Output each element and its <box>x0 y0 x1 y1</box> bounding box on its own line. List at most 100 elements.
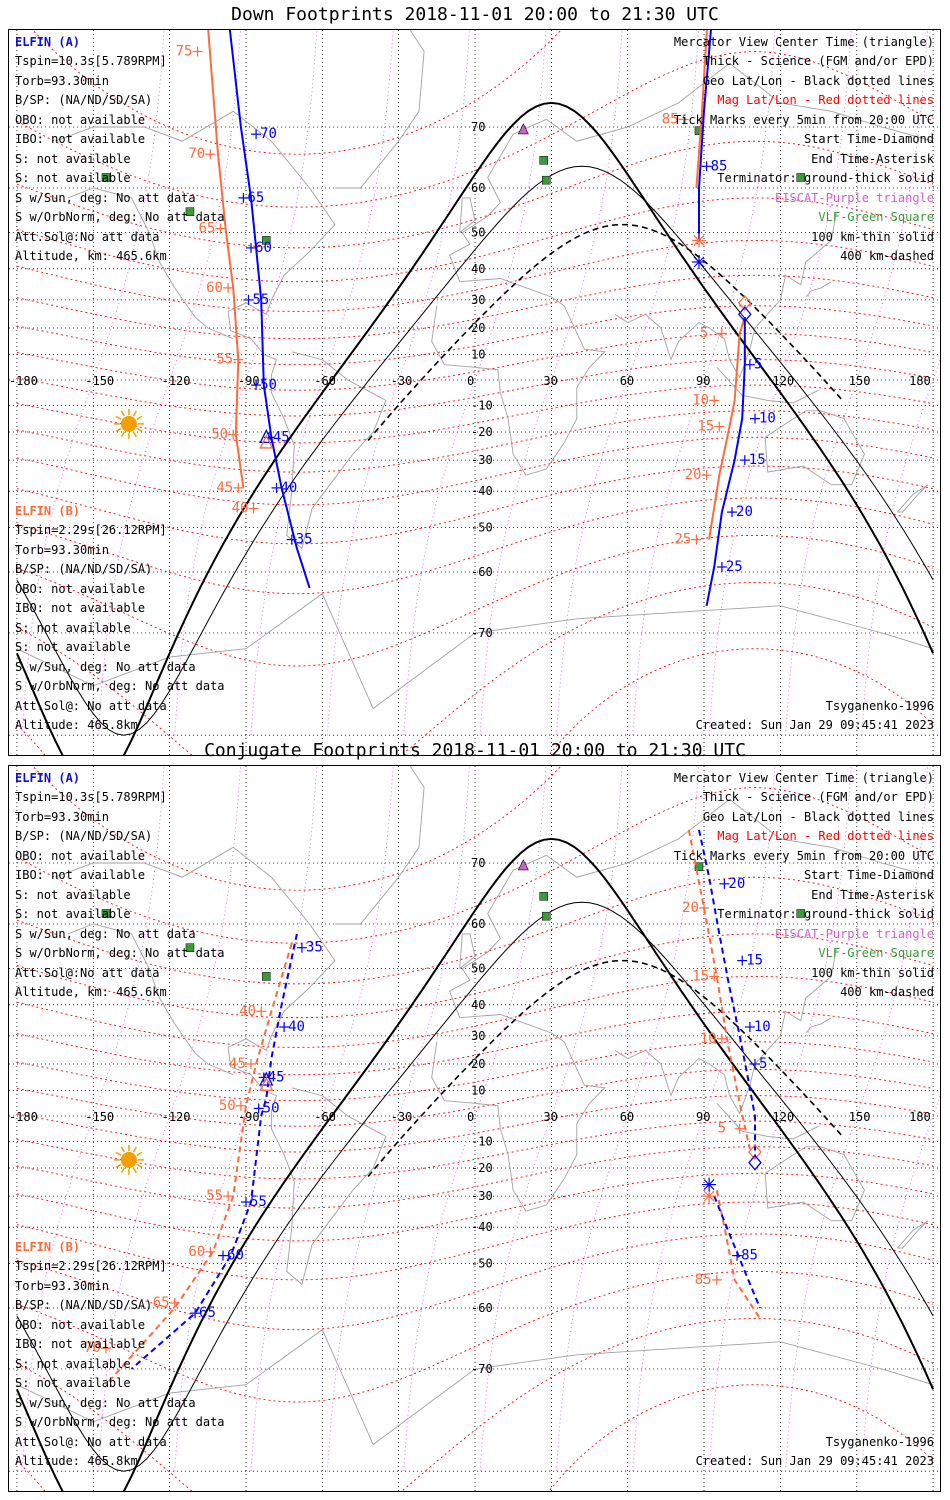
elfin-b-info-2: Torb=93.30min <box>15 1279 109 1293</box>
legend-item-2: Thick - Science (FGM and/or EPD) <box>702 54 934 68</box>
elfin-a-time-label: 85 <box>711 158 728 174</box>
elfin-b-time-label: 85 <box>662 111 679 127</box>
elfin-a-info-7: S: not available <box>15 907 131 921</box>
elfin-a-time-label: 10 <box>759 411 776 427</box>
end-asterisk-icon <box>703 1190 715 1202</box>
elfin-a-time-label: 50 <box>260 377 277 393</box>
elfin-a-time-label: 55 <box>250 1194 267 1210</box>
terminator-100km <box>16 165 934 736</box>
legend-item-5: Tick Marks every 5min from 20:00 UTC <box>673 849 934 863</box>
elfin-b-track <box>695 30 708 189</box>
elfin-b-info-6: S: not available <box>15 621 131 635</box>
lat-tick-label: 50 <box>471 962 485 976</box>
lat-tick-label: -70 <box>471 1362 493 1376</box>
coastline <box>614 211 837 379</box>
terminator-400km <box>367 959 843 1178</box>
lat-tick-label: 30 <box>471 293 485 307</box>
elfin-b-title: ELFIN (B) <box>15 1240 81 1254</box>
elfin-a-info-5: IBO: not available <box>15 868 146 882</box>
elfin-a-title: ELFIN (A) <box>15 35 81 49</box>
lon-tick-label: 30 <box>543 1110 557 1124</box>
mag-parallel <box>16 410 934 473</box>
terminator-100km <box>16 901 934 1472</box>
lat-tick-label: 10 <box>471 1083 485 1097</box>
vlf-square-icon <box>542 175 551 185</box>
mag-parallel <box>16 1120 934 1180</box>
elfin-b-time-label: 15 <box>692 968 709 984</box>
elfin-a-info-6: S: not available <box>15 888 131 902</box>
sun-ray <box>115 1151 122 1157</box>
vlf-square-icon <box>796 909 806 918</box>
elfin-b-info-4: OBO: not available <box>15 1318 146 1332</box>
legend-item-6: Start Time-Diamond <box>803 868 934 882</box>
panel-title-down: Down Footprints 2018-11-01 20:00 to 21:3… <box>231 4 719 25</box>
elfin-b-info-4: OBO: not available <box>15 582 146 596</box>
vlf-square-icon <box>101 173 111 182</box>
elfin-b-time-label: 65 <box>199 221 216 237</box>
elfin-b-time-label: 50 <box>211 427 228 443</box>
elfin-b-time-label: 45 <box>229 1056 246 1072</box>
lat-tick-label: -40 <box>471 1220 493 1234</box>
mag-parallel <box>16 1010 934 1076</box>
elfin-b-time-label: 75 <box>176 44 193 60</box>
center-time-triangle-icon <box>259 428 274 444</box>
lon-tick-label: -180 <box>9 374 38 388</box>
elfin-b-info-9: S w/OrbNorm, deg: No att data <box>15 1415 225 1429</box>
lon-tick-label: -180 <box>9 1110 38 1124</box>
elfin-a-time-label: 55 <box>252 292 269 308</box>
mag-parallel <box>31 30 562 155</box>
elfin-b-info-1: Tspin=2.29s[26.12RPM] <box>15 523 167 537</box>
coastline <box>716 366 819 404</box>
elfin-a-info-9: S w/OrbNorm, deg: No att data <box>15 210 225 224</box>
model-label: Tsyganenko-1996 <box>825 1435 934 1449</box>
legend-item-10: VLF-Green Square <box>818 210 934 224</box>
legend-item-4: Mag Lat/Lon - Red dotted lines <box>717 829 934 843</box>
mag-meridian <box>403 766 547 1472</box>
elfin-b-info-8: S w/Sun, deg: No att data <box>15 660 196 674</box>
mag-parallel <box>16 1270 934 1403</box>
legend-item-12: 400 km-dashed <box>840 249 934 263</box>
elfin-a-info-3: B/SP: (NA/ND/SD/SA) <box>15 93 153 107</box>
legend-item-2: Thick - Science (FGM and/or EPD) <box>702 790 934 804</box>
elfin-a-info-8: S w/Sun, deg: No att data <box>15 191 196 205</box>
coastline <box>335 30 425 189</box>
sun-ray <box>136 427 143 433</box>
elfin-a-info-4: OBO: not available <box>15 113 146 127</box>
legend-item-11: 100 km-thin solid <box>811 230 934 244</box>
lon-tick-label: -60 <box>314 374 336 388</box>
elfin-a-info-2: Torb=93.30min <box>15 810 109 824</box>
elfin-a-info-1: Tspin=10.3s[5.789RPM] <box>15 790 167 804</box>
elfin-b-time-label: 60 <box>206 280 223 296</box>
elfin-a-time-label: 35 <box>306 940 323 956</box>
mag-meridian <box>479 766 623 1472</box>
coastline <box>67 187 234 340</box>
start-diamond-icon <box>737 306 752 323</box>
mag-parallel <box>16 787 934 944</box>
lat-tick-label: 60 <box>471 181 485 195</box>
mag-parallel <box>16 359 934 417</box>
lon-tick-label: 120 <box>772 1110 794 1124</box>
end-asterisk-icon <box>693 256 705 268</box>
lat-tick-label: -60 <box>471 565 493 579</box>
elfin-b-time-label: 40 <box>239 1003 256 1019</box>
elfin-a-time-label: 40 <box>280 480 297 496</box>
elfin-a-time-label: 25 <box>726 559 743 575</box>
coastline <box>16 593 934 710</box>
elfin-b-time-label: 85 <box>695 1272 712 1288</box>
sun-ray <box>115 1163 122 1169</box>
sun-ray <box>132 410 138 417</box>
lon-tick-label: -150 <box>85 374 114 388</box>
mag-meridian <box>479 30 623 736</box>
elfin-b-time-label: 45 <box>216 480 233 496</box>
vlf-square-icon <box>185 943 195 952</box>
elfin-b-time-label: 40 <box>232 501 249 517</box>
legend-item-10: VLF-Green Square <box>818 946 934 960</box>
eiscat-triangle-icon <box>517 859 529 871</box>
legend-item-5: Tick Marks every 5min from 20:00 UTC <box>673 113 934 127</box>
elfin-a-info-2: Torb=93.30min <box>15 74 109 88</box>
elfin-a-time-label: 60 <box>255 240 272 256</box>
lon-tick-label: -60 <box>314 1110 336 1124</box>
mag-parallel <box>16 933 934 1019</box>
lon-tick-label: -30 <box>391 1110 413 1124</box>
mag-parallel <box>16 876 934 985</box>
